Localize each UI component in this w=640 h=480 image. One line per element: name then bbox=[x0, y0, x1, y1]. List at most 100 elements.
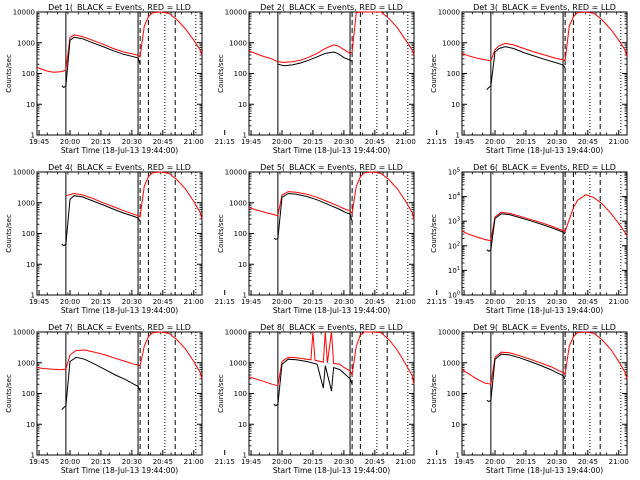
y-tick-label: 10000 bbox=[225, 9, 247, 17]
x-tick-label: 21:15 bbox=[215, 298, 235, 306]
series-line-events bbox=[61, 195, 141, 247]
x-axis-label: Start Time (18-Jul-13 19:44:00) bbox=[486, 146, 603, 155]
series-line-lld bbox=[461, 194, 628, 242]
series-line-lld bbox=[65, 171, 203, 219]
x-axis-label: Start Time (18-Jul-13 19:44:00) bbox=[61, 466, 178, 475]
x-tick-label: 19:45 bbox=[454, 458, 474, 466]
series-line-events bbox=[486, 46, 566, 90]
series-line-events bbox=[486, 213, 566, 252]
plot-frame bbox=[248, 11, 415, 136]
plot-frame bbox=[36, 171, 203, 296]
x-tick-label: 21:00 bbox=[396, 458, 416, 466]
x-axis-label: Start Time (18-Jul-13 19:44:00) bbox=[486, 466, 603, 475]
x-tick-label: 20:00 bbox=[272, 138, 292, 146]
y-tick-label: 10 bbox=[451, 421, 460, 429]
detector-panel: 1 10 100 1000 10000 19:45 20:00 20:15 20:30 20:45… bbox=[430, 323, 640, 475]
x-tick-label: 20:45 bbox=[578, 298, 598, 306]
x-tick-label: 21:00 bbox=[396, 138, 416, 146]
x-tick-label: 20:00 bbox=[60, 458, 80, 466]
y-tick-label: 10 bbox=[238, 261, 247, 269]
panel-title: Det 1(_BLACK = Events, RED = LLD bbox=[48, 3, 191, 12]
y-tick-label: 10 bbox=[451, 101, 460, 109]
y-tick-label: 100 bbox=[234, 390, 247, 398]
detector-panel: 100 101 102 103 104 105 19:45 20:00 20:15 20:30 20… bbox=[430, 163, 640, 315]
x-tick-label: 20:15 bbox=[516, 298, 536, 306]
x-tick-label: 20:15 bbox=[91, 458, 111, 466]
x-tick-label: 21:15 bbox=[215, 138, 235, 146]
y-tick-label: 1000 bbox=[442, 39, 460, 47]
x-tick-label: 20:00 bbox=[272, 298, 292, 306]
x-tick-label: 20:15 bbox=[303, 458, 323, 466]
panel-title: Det 4(_BLACK = Events, RED = LLD bbox=[48, 163, 191, 172]
y-tick-label: 100 bbox=[22, 390, 35, 398]
plot-frame bbox=[36, 331, 203, 456]
detector-panel: 1 10 100 1000 10000 19:45 20:00 20:15 20:30 20:45… bbox=[5, 163, 235, 315]
y-axis-label: Counts/sec bbox=[430, 374, 438, 413]
x-tick-label: 20:30 bbox=[334, 458, 354, 466]
x-tick-label: 20:45 bbox=[365, 138, 385, 146]
y-tick-label: 1 bbox=[456, 132, 460, 140]
detector-panel: 1 10 100 1000 10000 19:45 20:00 20:15 20:30 20:45… bbox=[217, 323, 447, 475]
y-tick-label: 10000 bbox=[438, 9, 460, 17]
panel-title: Det 2(_BLACK = Events, RED = LLD bbox=[260, 3, 403, 12]
x-tick-label: 20:30 bbox=[334, 138, 354, 146]
x-tick-label: 20:45 bbox=[153, 458, 173, 466]
x-axis-label: Start Time (18-Jul-13 19:44:00) bbox=[273, 466, 390, 475]
x-tick-label: 21:00 bbox=[609, 298, 629, 306]
x-tick-label: 20:15 bbox=[516, 458, 536, 466]
plot-frame bbox=[248, 331, 415, 456]
y-tick-label: 102 bbox=[448, 241, 460, 250]
detector-panel: 1 10 100 1000 10000 19:45 20:00 20:15 20:30 20:45… bbox=[217, 3, 447, 155]
series-line-events bbox=[61, 36, 141, 89]
x-tick-label: 20:15 bbox=[91, 298, 111, 306]
x-tick-label: 20:45 bbox=[578, 138, 598, 146]
x-tick-label: 20:30 bbox=[122, 138, 142, 146]
detector-panel: 1 10 100 1000 10000 19:45 20:00 20:15 20:30 20:45… bbox=[5, 3, 235, 155]
x-tick-label: 21:00 bbox=[184, 138, 204, 146]
y-tick-label: 1000 bbox=[17, 359, 35, 367]
y-tick-label: 10000 bbox=[13, 329, 35, 337]
x-axis-label: Start Time (18-Jul-13 19:44:00) bbox=[61, 146, 178, 155]
series-line-lld bbox=[248, 11, 415, 63]
x-tick-label: 21:00 bbox=[396, 298, 416, 306]
x-tick-label: 20:45 bbox=[153, 138, 173, 146]
plot-frame bbox=[461, 331, 628, 456]
x-axis-label: Start Time (18-Jul-13 19:44:00) bbox=[486, 306, 603, 315]
plot-frame bbox=[461, 11, 628, 136]
x-tick-label: 19:45 bbox=[29, 298, 49, 306]
x-tick-label: 19:45 bbox=[241, 458, 261, 466]
x-tick-label: 21:15 bbox=[427, 138, 447, 146]
y-axis-label: Counts/sec bbox=[430, 54, 438, 93]
series-line-lld bbox=[461, 11, 628, 62]
y-tick-label: 1 bbox=[243, 132, 247, 140]
x-tick-label: 20:00 bbox=[485, 458, 505, 466]
x-tick-label: 20:30 bbox=[122, 298, 142, 306]
y-tick-label: 10000 bbox=[13, 9, 35, 17]
y-tick-label: 10000 bbox=[225, 169, 247, 177]
y-tick-label: 10000 bbox=[13, 169, 35, 177]
y-axis-label: Counts/sec bbox=[217, 54, 225, 93]
y-tick-label: 1000 bbox=[17, 39, 35, 47]
y-tick-label: 104 bbox=[448, 192, 460, 201]
x-tick-label: 21:15 bbox=[427, 458, 447, 466]
y-tick-label: 10 bbox=[26, 421, 35, 429]
series-line-lld bbox=[248, 331, 415, 387]
y-tick-label: 10000 bbox=[438, 329, 460, 337]
x-axis-label: Start Time (18-Jul-13 19:44:00) bbox=[273, 306, 390, 315]
x-tick-label: 20:30 bbox=[547, 458, 567, 466]
y-tick-label: 103 bbox=[448, 217, 460, 226]
y-tick-label: 1 bbox=[31, 452, 35, 460]
x-tick-label: 20:00 bbox=[60, 298, 80, 306]
y-tick-label: 1000 bbox=[442, 359, 460, 367]
series-line-events bbox=[273, 358, 353, 407]
panel-title: Det 8(_BLACK = Events, RED = LLD bbox=[260, 323, 403, 332]
x-tick-label: 21:00 bbox=[609, 458, 629, 466]
x-tick-label: 20:15 bbox=[303, 298, 323, 306]
x-tick-label: 20:30 bbox=[547, 298, 567, 306]
detector-panel: 1 10 100 1000 10000 19:45 20:00 20:15 20:30 20:45… bbox=[430, 3, 640, 155]
x-tick-label: 20:45 bbox=[365, 298, 385, 306]
detector-panel: 1 10 100 1000 10000 19:45 20:00 20:15 20:30 20:45… bbox=[5, 323, 235, 475]
y-tick-label: 100 bbox=[234, 230, 247, 238]
y-tick-label: 1000 bbox=[229, 199, 247, 207]
x-tick-label: 20:00 bbox=[60, 138, 80, 146]
